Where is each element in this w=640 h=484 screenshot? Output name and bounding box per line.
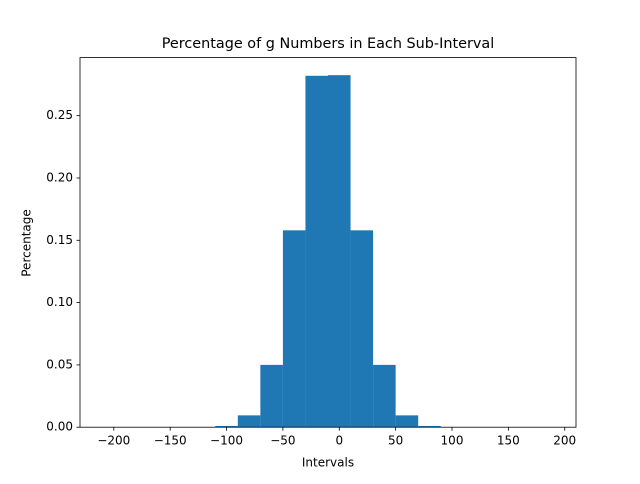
x-tick-label: 150 xyxy=(497,434,520,448)
bar xyxy=(282,230,306,428)
bar xyxy=(395,415,419,428)
bar xyxy=(373,364,396,428)
x-tick-label: −100 xyxy=(210,434,243,448)
y-tick-label: 0.05 xyxy=(46,357,73,371)
x-tick-label: −150 xyxy=(154,434,187,448)
plot-frame xyxy=(79,57,577,428)
bar xyxy=(260,364,283,428)
bar xyxy=(215,425,238,428)
y-tick-label: 0.10 xyxy=(46,295,73,309)
x-tick-label: −200 xyxy=(97,434,130,448)
bar xyxy=(237,415,261,428)
y-tick-label: 0.15 xyxy=(46,233,73,247)
x-tick-label: 0 xyxy=(335,434,343,448)
x-tick-label: 200 xyxy=(553,434,576,448)
x-tick-label: 50 xyxy=(388,434,403,448)
y-tick-label: 0.25 xyxy=(46,108,73,122)
x-axis-label: Intervals xyxy=(302,456,354,470)
x-tick-label: 100 xyxy=(441,434,464,448)
bar xyxy=(305,75,328,428)
x-tick-label: −50 xyxy=(270,434,295,448)
bar xyxy=(350,230,374,428)
bar xyxy=(328,75,351,428)
bar xyxy=(418,425,441,428)
chart-title: Percentage of g Numbers in Each Sub-Inte… xyxy=(162,36,494,52)
y-tick-label: 0.20 xyxy=(46,170,73,184)
y-tick-label: 0.00 xyxy=(46,420,73,434)
y-axis-label: Percentage xyxy=(20,209,34,277)
